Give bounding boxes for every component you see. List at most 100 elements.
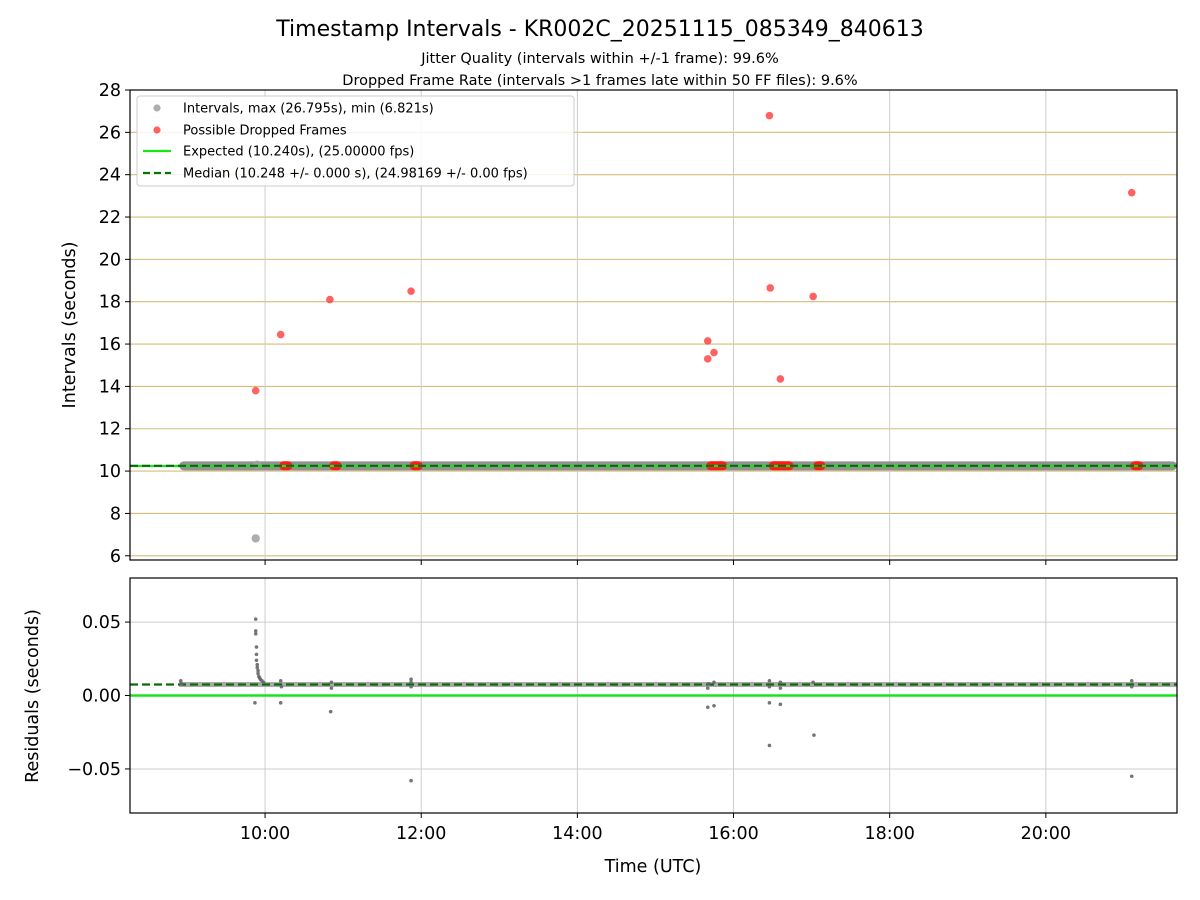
residual-point: [767, 701, 772, 705]
intervals-y-tick-label: 16: [99, 335, 121, 355]
residual-point: [767, 743, 772, 748]
intervals-y-tick-label: 22: [99, 208, 121, 228]
residual-point: [767, 679, 772, 683]
residual-point: [409, 684, 413, 689]
residuals-y-tick-label: −0.05: [67, 760, 121, 780]
intervals-data: [130, 111, 1177, 543]
residual-point: [254, 645, 259, 649]
residuals-y-tick-label: 0.05: [82, 613, 121, 633]
residual-point: [409, 677, 413, 682]
dropped-frame-point: [765, 111, 774, 120]
residual-point: [179, 681, 184, 686]
legend-box: [136, 95, 575, 187]
residual-point: [409, 778, 413, 783]
residuals-panel: −0.05 0.00 0.05 10:00 12:00 14:00 16:00 18:00 2…: [23, 577, 1178, 844]
residual-point: [712, 680, 716, 685]
intervals-y-tick-label: 10: [99, 462, 121, 482]
intervals-y-label: Intervals (seconds): [60, 242, 80, 409]
residual-point: [278, 679, 283, 683]
intervals-y-tick-label: 12: [99, 420, 121, 440]
dropped-frame-point: [407, 287, 415, 295]
x-axis-label: Time (UTC): [604, 857, 702, 877]
residual-point: [778, 686, 783, 690]
intervals-y-tick-label: 24: [99, 166, 121, 186]
dropped-frame-point: [809, 292, 817, 301]
residuals-band: [179, 681, 1177, 687]
residual-point: [328, 709, 333, 714]
residual-point: [278, 701, 283, 705]
x-tick-label: 14:00: [552, 824, 602, 844]
residual-point: [778, 702, 783, 707]
residual-point: [256, 668, 260, 673]
intervals-y-tick-label: 14: [99, 377, 121, 397]
intervals-x-ticks: [264, 560, 1047, 565]
residual-point: [253, 629, 258, 633]
residual-point: [254, 652, 259, 657]
intervals-y-tick-label: 28: [99, 81, 121, 101]
interval-point: [251, 534, 260, 543]
dropped-frame-point: [276, 330, 285, 339]
residual-point: [778, 680, 783, 685]
intervals-y-tick-label: 26: [99, 123, 121, 143]
residual-point: [261, 680, 266, 685]
dropped-frame-point: [710, 348, 718, 357]
legend-median-label: Median (10.248 +/- 0.000 s), (24.98169 +…: [183, 167, 528, 182]
residuals-y-label: Residuals (seconds): [23, 609, 43, 783]
dropped-frame-point: [766, 284, 775, 292]
residual-point: [253, 701, 257, 705]
residual-point: [329, 686, 334, 690]
residuals-x-ticks: 10:00 12:00 14:00 16:00 18:00 20:00: [240, 813, 1071, 844]
residuals-data: [130, 617, 1177, 783]
residual-point: [705, 705, 710, 710]
intervals-y-tick-label: 8: [110, 504, 121, 524]
intervals-axes-frame: [129, 89, 1178, 561]
residual-point: [1129, 684, 1134, 689]
residual-point: [256, 671, 260, 676]
residual-point: [255, 662, 260, 667]
residual-point: [254, 658, 259, 663]
residual-point: [409, 680, 413, 685]
dropped-frame-point: [251, 386, 260, 395]
residual-point: [329, 680, 334, 685]
legend-intervals-marker: [153, 104, 161, 112]
residual-point: [253, 617, 258, 621]
residual-point: [767, 684, 772, 689]
residual-point: [255, 665, 260, 670]
residuals-y-ticks: −0.05 0.00 0.05: [67, 613, 130, 780]
dropped-frame-point: [703, 337, 712, 345]
intervals-y-ticks: 6 8 10 12 14 16 18 20 22 24 26 28: [99, 81, 130, 567]
residuals-y-tick-label: 0.00: [82, 687, 121, 707]
legend-intervals-label: Intervals, max (26.795s), min (6.821s): [183, 102, 434, 117]
residual-point: [253, 632, 258, 636]
residual-point: [706, 681, 711, 686]
interval-point: [253, 460, 262, 469]
x-tick-label: 18:00: [864, 824, 914, 844]
chart-subtitle-jitter: Jitter Quality (intervals within +/-1 fr…: [420, 51, 779, 67]
intervals-y-tick-label: 18: [99, 293, 121, 313]
chart-title: Timestamp Intervals - KR002C_20251115_08…: [275, 17, 923, 42]
intervals-y-tick-label: 6: [110, 547, 121, 567]
legend-expected-label: Expected (10.240s), (25.00000 fps): [183, 145, 414, 160]
residual-point: [1129, 774, 1134, 779]
intervals-y-tick-label: 20: [99, 250, 121, 270]
residual-point: [712, 703, 716, 708]
residual-point: [1129, 679, 1134, 683]
residual-point: [812, 733, 816, 737]
intervals-panel: 6 8 10 12 14 16 18 20 22 24 26 28 Intervals (second…: [60, 81, 1178, 567]
x-tick-label: 12:00: [396, 824, 446, 844]
dropped-frame-point: [1127, 188, 1136, 197]
chart-subtitle-dropped: Dropped Frame Rate (intervals >1 frames …: [342, 73, 857, 89]
residual-point: [178, 679, 183, 683]
legend-dropped-marker: [153, 126, 161, 134]
dropped-frame-point: [703, 355, 712, 363]
legend-dropped-label: Possible Dropped Frames: [183, 124, 347, 139]
legend: Intervals, max (26.795s), min (6.821s) P…: [136, 95, 575, 187]
x-tick-label: 10:00: [240, 824, 290, 844]
residual-point: [811, 680, 815, 685]
dropped-frame-point: [776, 375, 785, 383]
residual-point: [705, 686, 710, 690]
x-tick-label: 20:00: [1021, 824, 1071, 844]
residual-point: [279, 684, 284, 689]
x-tick-label: 16:00: [708, 824, 758, 844]
